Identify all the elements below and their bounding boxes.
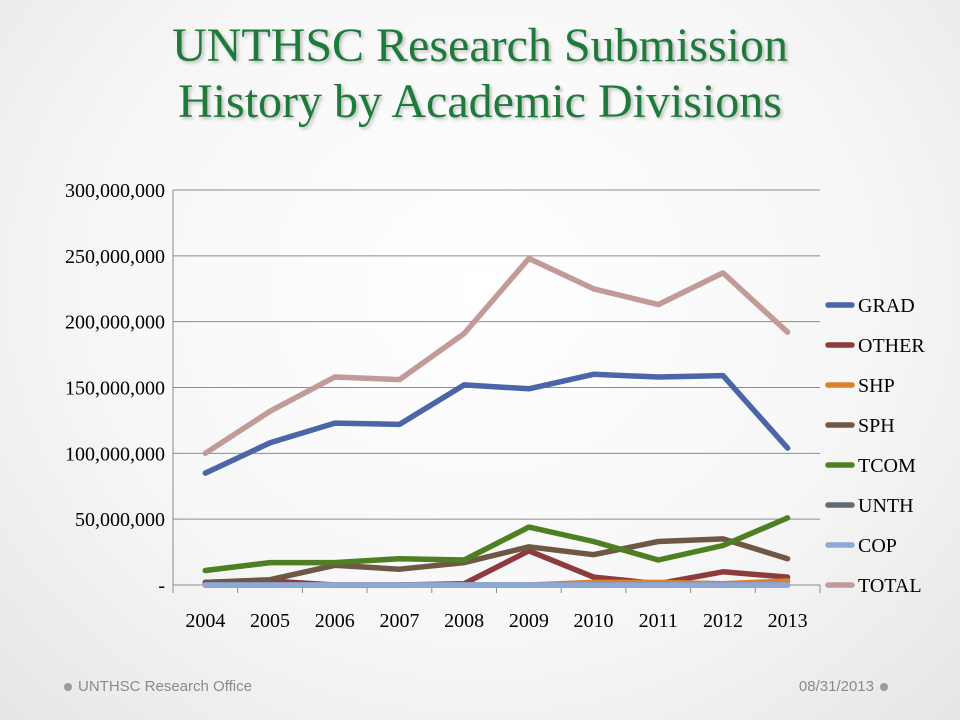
legend-label-sph: SPH <box>858 415 895 437</box>
y-tick-label: - <box>158 575 165 597</box>
bullet-icon <box>880 683 888 692</box>
x-tick-label: 2004 <box>185 610 225 632</box>
y-tick-label: 300,000,000 <box>65 180 165 202</box>
title-line-1: UNTHSC Research Submission <box>172 19 788 72</box>
legend-label-other: OTHER <box>858 335 925 357</box>
x-tick-label: 2012 <box>703 610 743 632</box>
x-tick-label: 2010 <box>574 610 614 632</box>
legend-label-unth: UNTH <box>858 495 914 517</box>
legend-label-total: TOTAL <box>858 575 922 597</box>
x-tick-label: 2011 <box>639 610 678 632</box>
x-tick-label: 2006 <box>315 610 355 632</box>
series-line-sph <box>202 536 791 586</box>
footer-right-text: 08/31/2013 <box>798 678 874 695</box>
series-line-tcom <box>202 515 791 574</box>
footer-organization: UNTHSC Research Office <box>58 678 252 695</box>
x-tick-label: 2013 <box>768 610 808 632</box>
x-tick-label: 2005 <box>250 610 290 632</box>
x-tick-label: 2008 <box>444 610 484 632</box>
y-tick-label: 250,000,000 <box>65 246 165 268</box>
series-line-grad <box>202 371 791 476</box>
legend-label-shp: SHP <box>858 375 895 397</box>
footer-left-text: UNTHSC Research Office <box>78 678 252 695</box>
y-tick-label: 200,000,000 <box>65 312 165 334</box>
legend-label-cop: COP <box>858 535 897 557</box>
footer-date: 08/31/2013 <box>799 678 894 695</box>
y-tick-label: 100,000,000 <box>65 443 165 465</box>
x-tick-label: 2009 <box>509 610 549 632</box>
title-line-2: History by Academic Divisions <box>178 75 782 128</box>
legend-label-grad: GRAD <box>858 295 915 317</box>
x-tick-label: 2007 <box>379 610 419 632</box>
series-line-total <box>202 255 791 457</box>
bullet-icon <box>64 683 72 692</box>
slide-title: UNTHSC Research Submission History by Ac… <box>0 18 960 130</box>
legend-label-tcom: TCOM <box>858 455 916 477</box>
y-tick-label: 50,000,000 <box>75 509 165 531</box>
y-tick-label: 150,000,000 <box>65 378 165 400</box>
